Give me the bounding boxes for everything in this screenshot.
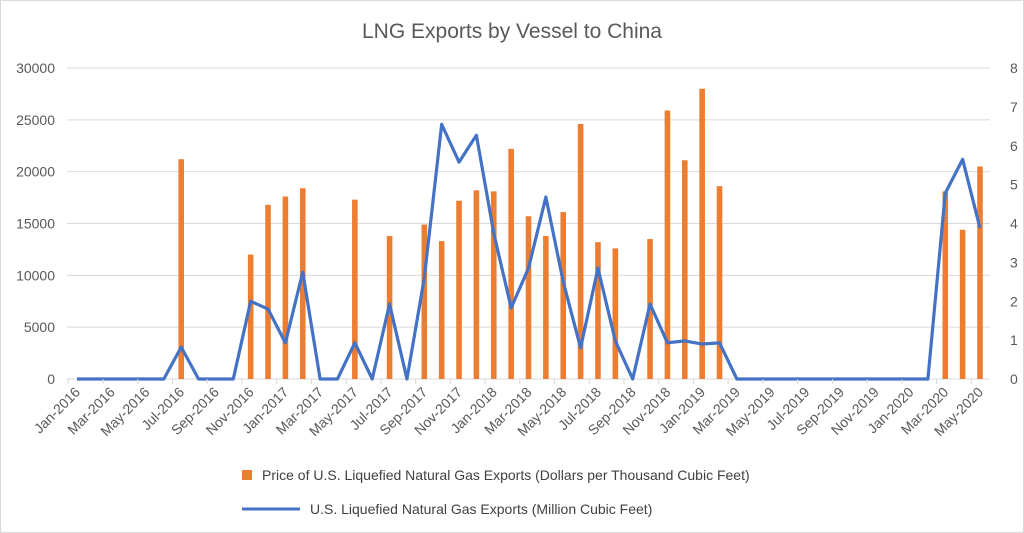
- right-axis-tick-label: 4: [1010, 216, 1018, 232]
- left-axis-tick-label: 20000: [16, 164, 55, 180]
- right-axis-tick-label: 3: [1010, 254, 1018, 270]
- bar-Apr-2020: [959, 229, 966, 379]
- left-axis-tick-label: 0: [47, 371, 55, 387]
- legend-item-line[interactable]: U.S. Liquefied Natural Gas Exports (Mill…: [242, 501, 652, 517]
- bar-May-2018: [560, 212, 567, 379]
- bar-Mar-2018: [525, 216, 532, 379]
- bar-Nov-2016: [247, 254, 254, 379]
- bar-Jan-2019: [699, 88, 705, 379]
- bar-Dec-2016: [265, 204, 271, 379]
- bar-Jul-2018: [595, 242, 601, 379]
- chart-title: LNG Exports by Vessel to China: [362, 20, 662, 43]
- bar-Feb-2017: [299, 188, 306, 379]
- legend-swatch-bar: [242, 470, 252, 480]
- left-axis-tick-label: 25000: [16, 112, 55, 128]
- right-axis-tick-label: 7: [1010, 99, 1018, 115]
- legend: Price of U.S. Liquefied Natural Gas Expo…: [242, 467, 750, 517]
- right-axis-tick-label: 8: [1010, 60, 1018, 76]
- bar-Mar-2020: [942, 191, 949, 379]
- left-axis-tick-label: 15000: [16, 216, 55, 232]
- left-axis-tick-label: 10000: [16, 267, 55, 283]
- bar-Jan-2018: [490, 191, 497, 379]
- line-series: [76, 122, 982, 381]
- legend-item-bar[interactable]: Price of U.S. Liquefied Natural Gas Expo…: [242, 467, 750, 483]
- bar-Dec-2018: [681, 160, 688, 379]
- right-axis: 0 1 2 3 4 5 6 7 8: [1010, 60, 1018, 387]
- bar-Oct-2017: [438, 241, 445, 379]
- bar-Apr-2018: [543, 235, 549, 379]
- left-axis: 0 5000 10000 15000 20000 25000 30000: [16, 60, 55, 387]
- right-axis-tick-label: 6: [1010, 138, 1018, 154]
- bar-Jul-2016: [178, 159, 184, 379]
- left-axis-tick-label: 5000: [24, 319, 55, 335]
- legend-label-bar: Price of U.S. Liquefied Natural Gas Expo…: [262, 467, 750, 483]
- bar-Feb-2018: [508, 148, 514, 379]
- bar-Sep-2017: [421, 224, 428, 379]
- bar-May-2017: [352, 199, 358, 379]
- right-axis-tick-label: 0: [1010, 371, 1018, 387]
- bar-May-2020: [977, 166, 983, 379]
- bar-Feb-2019: [716, 186, 723, 379]
- right-axis-tick-label: 5: [1010, 177, 1018, 193]
- bar-Jan-2017: [282, 196, 289, 379]
- bar-Nov-2018: [664, 110, 671, 380]
- bar-Aug-2018: [612, 248, 619, 379]
- bar-Dec-2017: [473, 190, 480, 379]
- bar-Jun-2018: [577, 123, 584, 379]
- left-axis-tick-label: 30000: [16, 60, 55, 76]
- right-axis-tick-label: 2: [1010, 293, 1018, 309]
- right-axis-tick-label: 1: [1010, 332, 1018, 348]
- legend-label-line: U.S. Liquefied Natural Gas Exports (Mill…: [310, 501, 652, 517]
- bar-Nov-2017: [456, 200, 462, 379]
